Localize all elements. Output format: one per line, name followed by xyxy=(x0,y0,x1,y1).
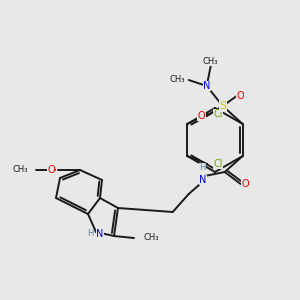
Text: H: H xyxy=(200,164,206,172)
Text: CH₃: CH₃ xyxy=(169,76,185,85)
Text: N: N xyxy=(199,175,206,185)
Text: CH₃: CH₃ xyxy=(144,233,160,242)
Text: H: H xyxy=(87,230,93,238)
Text: O: O xyxy=(47,165,55,175)
Text: O: O xyxy=(237,91,244,101)
Text: CH₃: CH₃ xyxy=(203,56,218,65)
Text: Cl: Cl xyxy=(213,159,223,169)
Text: N: N xyxy=(96,229,104,239)
Text: CH₃: CH₃ xyxy=(13,166,28,175)
Text: O: O xyxy=(198,111,206,121)
Text: Cl: Cl xyxy=(213,109,223,119)
Text: N: N xyxy=(203,81,210,91)
Text: O: O xyxy=(242,179,250,189)
Text: S: S xyxy=(219,101,226,111)
